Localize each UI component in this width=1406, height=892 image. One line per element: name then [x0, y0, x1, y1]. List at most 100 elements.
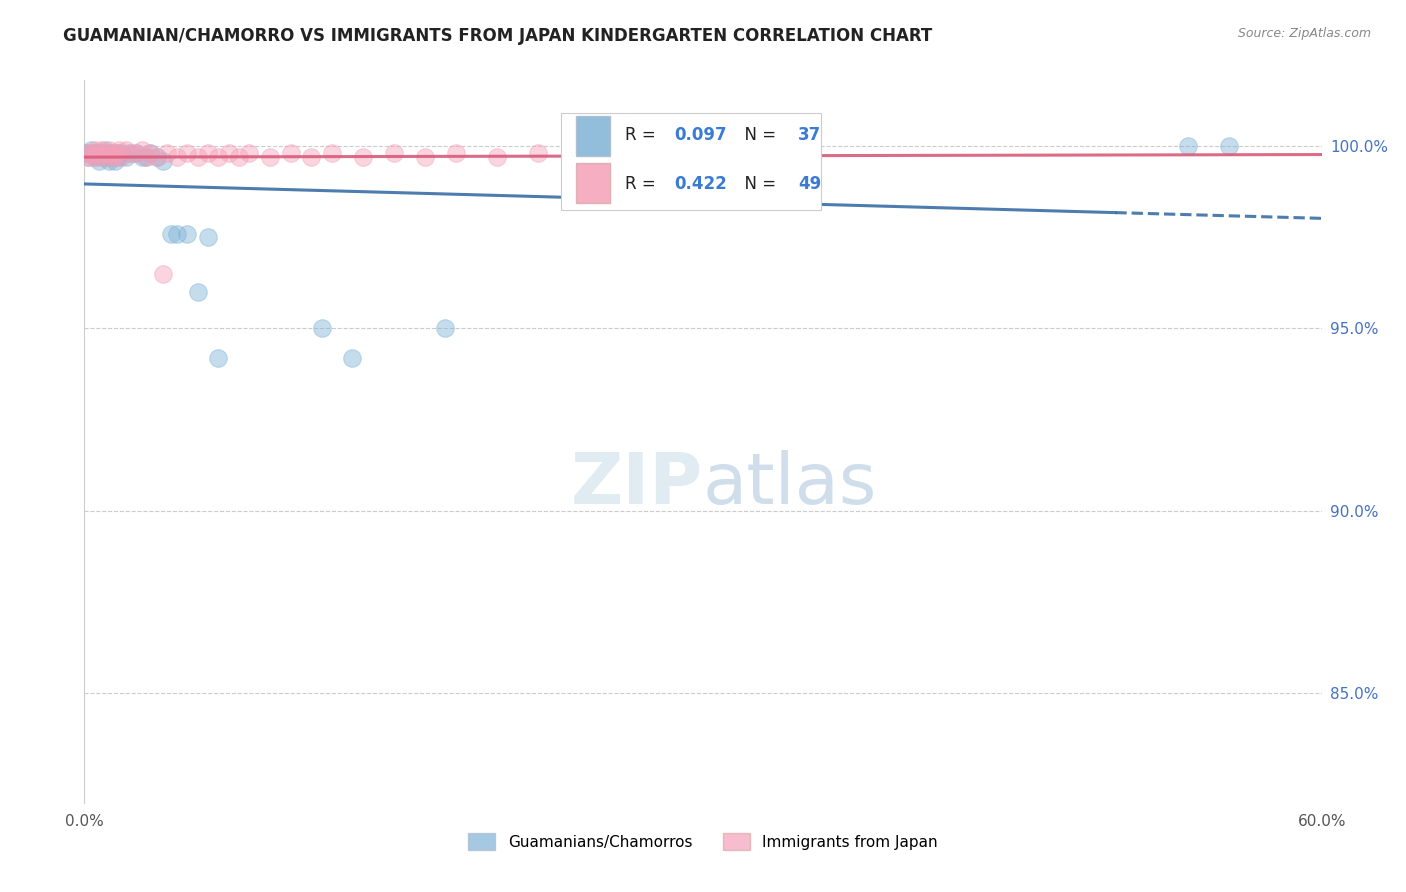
Point: [104, 150, 127, 164]
Point: [110, 150, 132, 164]
Point: [103, 146, 125, 161]
Point: [118, 146, 141, 161]
Point: [321, 146, 343, 161]
Point: [1218, 139, 1240, 153]
Point: [156, 146, 179, 161]
Point: [75, 146, 97, 161]
Point: [218, 146, 240, 161]
Point: [94, 143, 117, 157]
Point: [145, 150, 167, 164]
Bar: [575, 116, 610, 156]
Point: [90, 146, 112, 161]
Point: [104, 153, 127, 168]
Point: [238, 146, 260, 161]
Point: [105, 146, 128, 161]
Point: [207, 150, 229, 164]
Point: [413, 150, 436, 164]
Point: [145, 150, 167, 164]
Point: [118, 146, 141, 161]
Text: 49: 49: [799, 175, 821, 193]
Point: [160, 227, 183, 241]
Point: [342, 351, 364, 365]
Point: [131, 143, 153, 157]
Point: [299, 150, 322, 164]
Point: [152, 267, 174, 281]
Point: [98, 143, 121, 157]
Point: [108, 143, 131, 157]
Point: [82, 150, 104, 164]
Point: [114, 143, 136, 157]
Point: [280, 146, 302, 161]
Point: [434, 321, 457, 335]
Point: [96, 146, 118, 161]
Point: [105, 146, 128, 161]
Point: [131, 150, 153, 164]
FancyBboxPatch shape: [561, 112, 821, 211]
Point: [79, 143, 101, 157]
Point: [135, 150, 157, 164]
Legend: Guamanians/Chamorros, Immigrants from Japan: Guamanians/Chamorros, Immigrants from Ja…: [461, 827, 945, 856]
Point: [87, 150, 110, 164]
Point: [444, 146, 467, 161]
Text: atlas: atlas: [703, 450, 877, 519]
Point: [125, 146, 148, 161]
Point: [100, 150, 122, 164]
Text: R =: R =: [626, 175, 661, 193]
Bar: [575, 163, 610, 202]
Point: [91, 150, 114, 164]
Point: [651, 146, 673, 161]
Point: [100, 150, 122, 164]
Point: [259, 150, 281, 164]
Point: [98, 153, 121, 168]
Text: GUAMANIAN/CHAMORRO VS IMMIGRANTS FROM JAPAN KINDERGARTEN CORRELATION CHART: GUAMANIAN/CHAMORRO VS IMMIGRANTS FROM JA…: [63, 27, 932, 45]
Point: [108, 150, 131, 164]
Point: [103, 146, 125, 161]
Point: [1177, 139, 1199, 153]
Point: [568, 150, 591, 164]
Point: [139, 146, 162, 161]
Point: [152, 153, 174, 168]
Point: [96, 146, 118, 161]
Point: [135, 150, 157, 164]
Point: [110, 146, 132, 161]
Point: [527, 146, 550, 161]
Point: [125, 146, 148, 161]
Point: [197, 230, 219, 244]
Text: ZIP: ZIP: [571, 450, 703, 519]
Text: N =: N =: [734, 175, 782, 193]
Point: [228, 150, 250, 164]
Point: [87, 153, 110, 168]
Text: Source: ZipAtlas.com: Source: ZipAtlas.com: [1237, 27, 1371, 40]
Point: [86, 146, 108, 161]
Point: [86, 146, 108, 161]
Point: [94, 150, 117, 164]
Point: [207, 351, 229, 365]
Point: [139, 146, 162, 161]
Point: [79, 146, 101, 161]
Point: [166, 227, 188, 241]
Point: [166, 150, 188, 164]
Point: [83, 150, 105, 164]
Point: [114, 150, 136, 164]
Point: [187, 285, 209, 299]
Point: [77, 150, 100, 164]
Point: [311, 321, 333, 335]
Text: 0.422: 0.422: [675, 175, 727, 193]
Point: [382, 146, 405, 161]
Text: 37: 37: [799, 126, 821, 144]
Point: [90, 143, 112, 157]
Point: [82, 146, 104, 161]
Text: 0.097: 0.097: [675, 126, 727, 144]
Point: [77, 150, 100, 164]
Point: [197, 146, 219, 161]
Point: [485, 150, 508, 164]
Text: R =: R =: [626, 126, 661, 144]
Point: [187, 150, 209, 164]
Point: [83, 143, 105, 157]
Point: [91, 146, 114, 161]
Text: N =: N =: [734, 126, 782, 144]
Point: [176, 146, 198, 161]
Point: [75, 146, 97, 161]
Point: [176, 227, 198, 241]
Point: [733, 150, 755, 164]
